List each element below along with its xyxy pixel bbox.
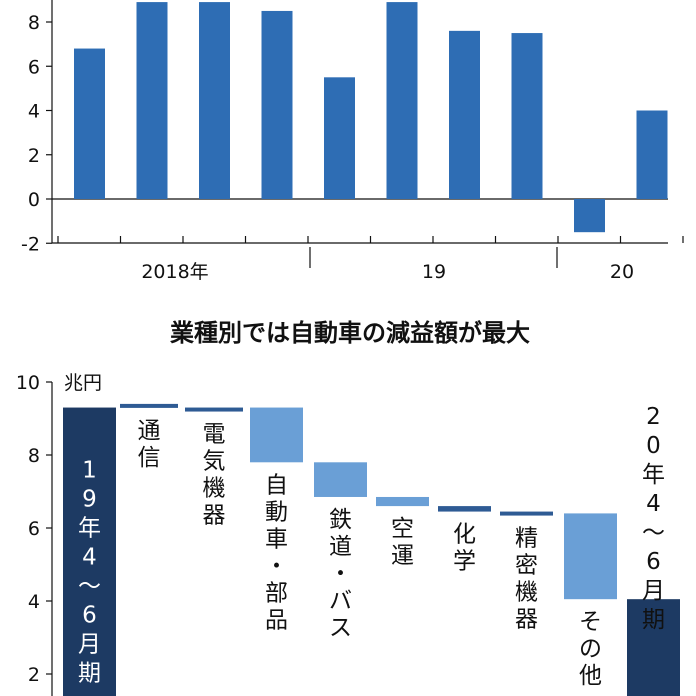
bottom-step-bar — [185, 407, 243, 412]
bottom-y-tick-label: 2 — [28, 664, 40, 686]
top-bar — [636, 110, 668, 199]
top-group-label-19: 19 — [422, 261, 446, 283]
bottom-category-label: 電気機器 — [203, 422, 226, 529]
top-y-tick-label: 6 — [28, 56, 40, 78]
top-bar — [574, 199, 605, 233]
top-bar — [449, 30, 480, 199]
bottom-step-bar — [250, 407, 303, 463]
bottom-end-total-bar — [627, 599, 680, 696]
bottom-chart: 業種別では自動車の減益額が最大 兆円 10 8 6 4 2 1 9 年 4 ～ 6 月期 通信 電気機器… — [16, 319, 680, 696]
bottom-category-label: 自動車・部品 — [265, 472, 288, 633]
top-y-tick-label: -2 — [21, 233, 40, 255]
bottom-step-bar — [564, 513, 617, 600]
bottom-step-bar — [438, 506, 491, 512]
bottom-step-bar — [376, 496, 429, 507]
top-y-tick-label: 8 — [28, 12, 40, 34]
bottom-category-label: その他 — [579, 609, 602, 689]
top-bar — [136, 2, 168, 200]
bottom-category-label: 化学 — [453, 522, 476, 575]
bottom-category-label: 鉄道・バス — [329, 507, 352, 641]
top-group-label-2018: 2018年 — [141, 261, 208, 283]
bottom-start-total-bar — [63, 407, 116, 696]
bottom-category-label: 精密機器 — [515, 526, 538, 633]
bottom-end-total-label: 2 0 年 4 ～ 6 月期 — [642, 404, 665, 633]
bottom-step-bar — [500, 511, 553, 516]
bottom-unit-label: 兆円 — [64, 372, 102, 394]
bottom-start-total-label: 1 9 年 4 ～ 6 月期 — [78, 458, 101, 687]
bottom-category-label: 空運 — [391, 516, 414, 569]
bottom-y-tick-label: 10 — [16, 372, 40, 394]
top-y-tick-label: 4 — [28, 101, 40, 123]
bottom-y-tick-label: 4 — [28, 591, 40, 613]
bottom-title: 業種別では自動車の減益額が最大 — [170, 319, 530, 347]
top-bar — [511, 33, 543, 199]
top-bar — [199, 2, 230, 200]
top-group-label-20: 20 — [610, 261, 634, 283]
top-bar — [261, 10, 293, 199]
top-y-tick-label: 2 — [28, 145, 40, 167]
bottom-step-bar — [314, 462, 367, 497]
top-bar — [74, 48, 105, 199]
bottom-y-tick-label: 6 — [28, 518, 40, 540]
top-bar — [324, 77, 355, 199]
bottom-y-tick-label: 8 — [28, 445, 40, 467]
top-bar — [386, 2, 418, 200]
top-y-tick-label: 0 — [28, 189, 40, 211]
bottom-step-bar — [120, 403, 178, 408]
bottom-category-label: 通信 — [138, 418, 161, 471]
